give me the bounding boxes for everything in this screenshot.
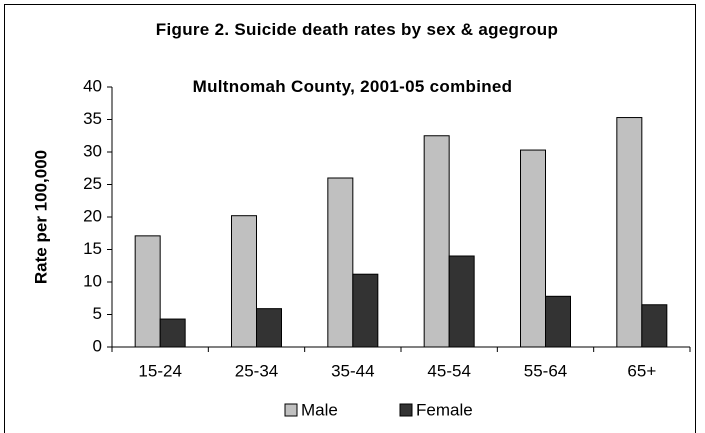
y-tick-label: 10 bbox=[83, 271, 102, 290]
chart-title: Figure 2. Suicide death rates by sex & a… bbox=[155, 20, 559, 39]
x-tick-label: 15-24 bbox=[138, 361, 181, 380]
x-tick-label: 65+ bbox=[627, 361, 656, 380]
y-tick-label: 20 bbox=[83, 206, 102, 225]
bar bbox=[423, 135, 450, 348]
bar bbox=[256, 308, 282, 348]
bar bbox=[641, 304, 668, 348]
bar bbox=[448, 255, 475, 348]
x-tick-label: 35-44 bbox=[331, 361, 374, 380]
chart-frame bbox=[4, 4, 696, 433]
chart-subtitle: Multnomah County, 2001-05 combined bbox=[192, 77, 513, 96]
x-tick-label: 45-54 bbox=[427, 361, 470, 380]
legend-label: Male bbox=[301, 400, 338, 419]
bar bbox=[545, 295, 571, 348]
bar bbox=[231, 215, 257, 348]
bar bbox=[520, 149, 546, 348]
legend-label: Female bbox=[416, 400, 473, 419]
bar bbox=[327, 177, 354, 348]
y-tick-label: 30 bbox=[83, 141, 102, 160]
x-tick-label: 25-34 bbox=[235, 361, 278, 380]
y-tick-label: 35 bbox=[83, 109, 102, 128]
y-tick-label: 25 bbox=[83, 174, 102, 193]
legend-swatch bbox=[399, 403, 413, 417]
y-axis-label: Rate per 100,000 bbox=[31, 150, 50, 284]
y-tick-label: 40 bbox=[83, 76, 102, 95]
bar bbox=[352, 273, 379, 348]
y-tick-label: 5 bbox=[93, 304, 102, 323]
y-tick-label: 0 bbox=[93, 336, 102, 355]
bar bbox=[159, 318, 186, 348]
bar bbox=[616, 117, 643, 348]
legend-swatch bbox=[284, 403, 298, 417]
bar bbox=[134, 235, 161, 348]
y-tick-label: 15 bbox=[83, 239, 102, 258]
x-tick-label: 55-64 bbox=[524, 361, 567, 380]
